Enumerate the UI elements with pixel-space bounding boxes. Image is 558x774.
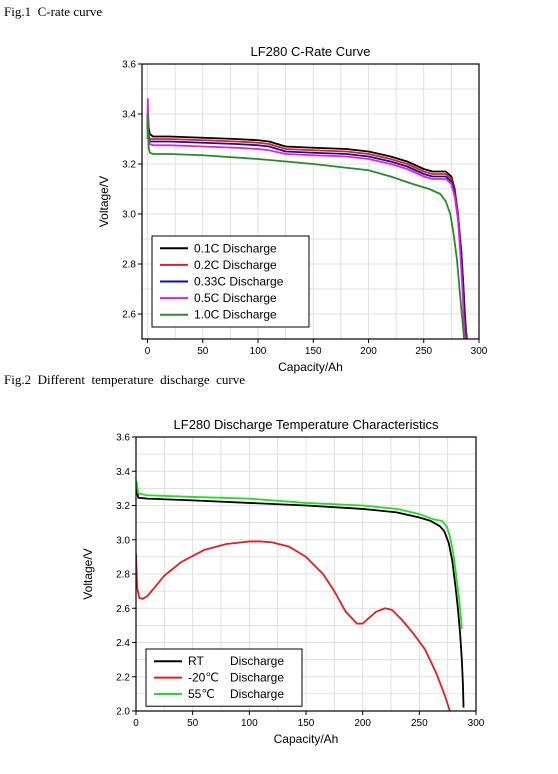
series-group: [136, 480, 465, 711]
y-axis-label: Voltage/V: [81, 548, 95, 599]
y-tick-label: 2.6: [122, 310, 136, 321]
series-group: [146, 98, 468, 339]
y-tick-label: 3.4: [116, 467, 130, 478]
y-axis-label: Voltage/V: [97, 176, 111, 227]
series-line-0: [136, 487, 465, 708]
chart-title: LF280 Discharge Temperature Characterist…: [174, 417, 439, 432]
x-tick-label: 150: [305, 346, 322, 357]
x-tick-label: 200: [360, 346, 377, 357]
figure-1-caption: Fig.1 C-rate curve: [4, 4, 103, 19]
legend-label-0-suffix: Discharge: [230, 654, 284, 668]
x-tick-label: 300: [471, 346, 488, 357]
y-tick-label: 2.8: [116, 570, 130, 581]
series-line-1: [136, 540, 451, 711]
plot-frame: [141, 63, 480, 340]
legend-label-3: 0.5C Discharge: [194, 291, 277, 305]
figure-2-caption: Fig.2 Different temperature discharge cu…: [4, 372, 246, 387]
x-tick-label: 100: [241, 718, 258, 729]
x-tick-label: 200: [354, 718, 371, 729]
x-tick-label: 250: [415, 346, 432, 357]
legend-label-2: 55℃: [188, 687, 215, 701]
y-tick-label: 3.6: [122, 60, 136, 71]
y-tick-label: 2.0: [116, 707, 130, 718]
x-tick-label: 0: [145, 346, 151, 357]
x-tick-label: 50: [197, 346, 209, 357]
legend-label-2-suffix: Discharge: [230, 687, 284, 701]
y-tick-label: 2.2: [116, 672, 130, 683]
y-tick-label: 3.2: [116, 501, 130, 512]
y-tick-label: 3.2: [122, 160, 136, 171]
y-tick-label: 3.0: [116, 535, 130, 546]
x-tick-label: 150: [298, 718, 315, 729]
x-tick-label: 250: [411, 718, 428, 729]
legend-label-1-suffix: Discharge: [230, 671, 284, 685]
legend-label-2: 0.33C Discharge: [194, 275, 284, 289]
legend: RT Discharge -20℃ Discharge 55℃ Discharge: [145, 648, 303, 707]
series-line-2: [136, 480, 463, 629]
x-axis-label: Capacity/Ah: [274, 732, 339, 746]
legend-label-0: 0.1C Discharge: [194, 241, 277, 255]
x-tick-label: 100: [250, 346, 267, 357]
x-tick-label: 0: [133, 718, 139, 729]
legend-label-4: 1.0C Discharge: [194, 308, 277, 322]
y-tick-label: 3.6: [116, 433, 130, 444]
y-tick-label: 2.6: [116, 604, 130, 615]
y-tick-label: 3.0: [122, 210, 136, 221]
legend-label-0: RT: [188, 654, 204, 668]
y-tick-label: 2.8: [122, 260, 136, 271]
series-line-3: [146, 98, 467, 339]
y-tick-label: 3.4: [122, 110, 136, 121]
y-tick-label: 2.4: [116, 638, 130, 649]
chart-title: LF280 C-Rate Curve: [251, 44, 371, 59]
legend: 0.1C Discharge 0.2C Discharge 0.33C Discha…: [151, 235, 310, 328]
x-tick-label: 50: [187, 718, 199, 729]
x-axis-label: Capacity/Ah: [278, 360, 343, 374]
series-line-4: [146, 113, 465, 339]
legend-label-1: -20℃: [188, 671, 219, 685]
x-tick-label: 300: [468, 718, 485, 729]
legend-label-1: 0.2C Discharge: [194, 258, 277, 272]
